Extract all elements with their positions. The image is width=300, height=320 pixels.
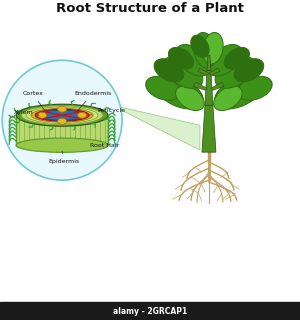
Text: Root Structure of a Plant: Root Structure of a Plant [56,2,244,15]
Polygon shape [211,82,224,90]
Ellipse shape [203,32,223,64]
Ellipse shape [214,86,242,110]
Polygon shape [193,82,207,90]
Text: Epidermis: Epidermis [49,151,80,164]
Ellipse shape [21,106,103,125]
Ellipse shape [58,106,67,112]
Ellipse shape [16,138,108,152]
Ellipse shape [194,32,216,68]
Circle shape [2,60,122,180]
Ellipse shape [39,110,85,120]
Ellipse shape [224,47,250,69]
Ellipse shape [58,118,67,124]
Text: alamy - 2GRCAP1: alamy - 2GRCAP1 [113,307,187,316]
Ellipse shape [238,76,272,100]
Ellipse shape [26,107,98,124]
Polygon shape [198,68,209,75]
Ellipse shape [191,35,209,57]
Polygon shape [202,105,216,152]
Ellipse shape [35,109,89,121]
Ellipse shape [16,104,108,126]
Ellipse shape [155,76,203,109]
Polygon shape [205,70,213,105]
Ellipse shape [214,76,263,109]
Ellipse shape [215,56,255,88]
Polygon shape [207,55,211,70]
Text: Xylem: Xylem [14,110,39,115]
Ellipse shape [208,44,242,76]
Polygon shape [209,68,220,75]
Ellipse shape [176,44,210,76]
Text: Endodermis: Endodermis [74,91,111,110]
Ellipse shape [168,47,194,69]
Ellipse shape [176,86,204,110]
Ellipse shape [38,112,46,118]
Text: Root Hair: Root Hair [90,136,119,148]
Bar [0,302,300,320]
Ellipse shape [146,76,180,100]
Bar [16,115,108,145]
Ellipse shape [154,59,184,82]
Ellipse shape [234,59,264,82]
Text: Cortex: Cortex [22,91,44,110]
Ellipse shape [31,108,93,122]
Text: Pericycle: Pericycle [89,108,125,115]
Ellipse shape [163,56,203,88]
Ellipse shape [78,112,87,118]
Polygon shape [112,105,200,150]
